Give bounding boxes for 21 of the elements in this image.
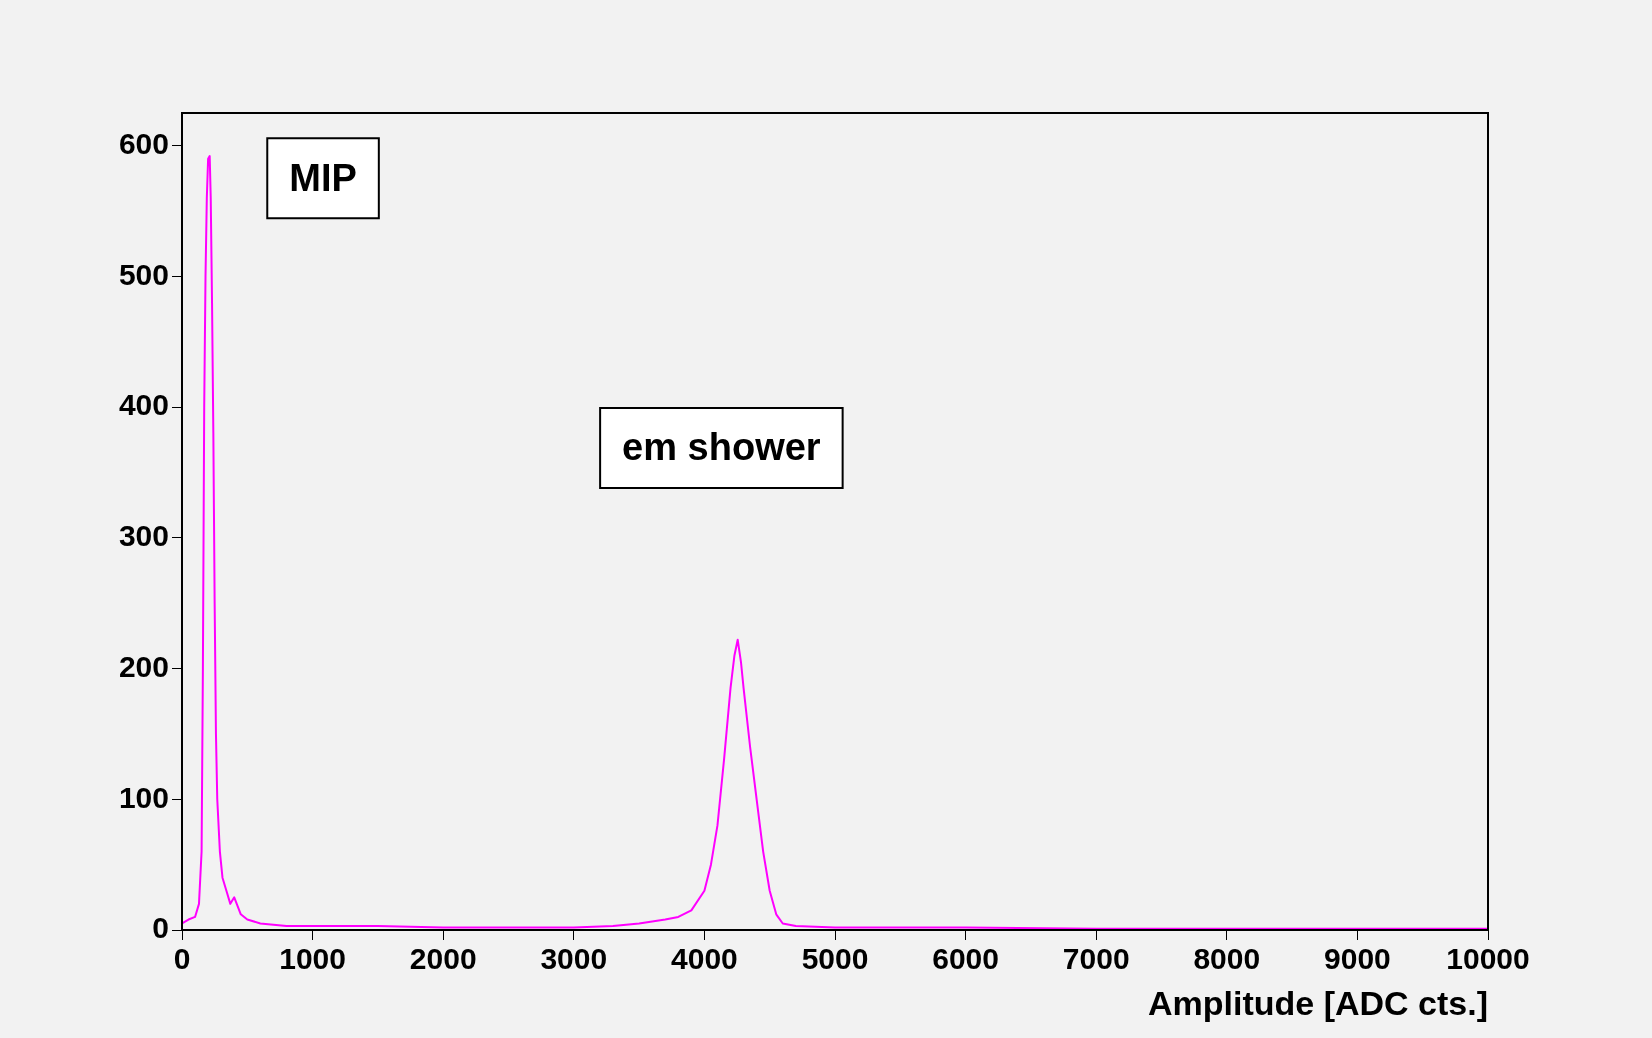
y-tick-label: 300 [118,519,169,553]
x-tick-label: 4000 [671,942,738,976]
x-tick-label: 7000 [1062,942,1130,976]
x-tick-label: 5000 [801,942,869,976]
x-tick-label: 1000 [279,942,346,976]
y-tick-label: 0 [152,911,169,945]
x-tick-label: 2000 [409,942,477,976]
x-tick-label: 10000 [1446,942,1530,976]
x-tick-label: 0 [173,942,191,976]
y-tick-label: 100 [118,780,169,814]
x-tick-label: 8000 [1193,942,1261,976]
y-tick-label: 500 [118,257,169,291]
x-tick-label: 6000 [932,942,999,976]
x-tick-label: 9000 [1324,942,1391,976]
x-tick-label: 3000 [540,942,608,976]
y-tick-label: 600 [118,126,169,160]
y-tick-label: 200 [118,649,169,683]
annotation: em shower [622,426,821,469]
annotation: MIP [289,156,357,199]
y-tick-label: 400 [118,388,169,422]
x-axis-title: Amplitude [ADC cts.] [1148,983,1488,1022]
